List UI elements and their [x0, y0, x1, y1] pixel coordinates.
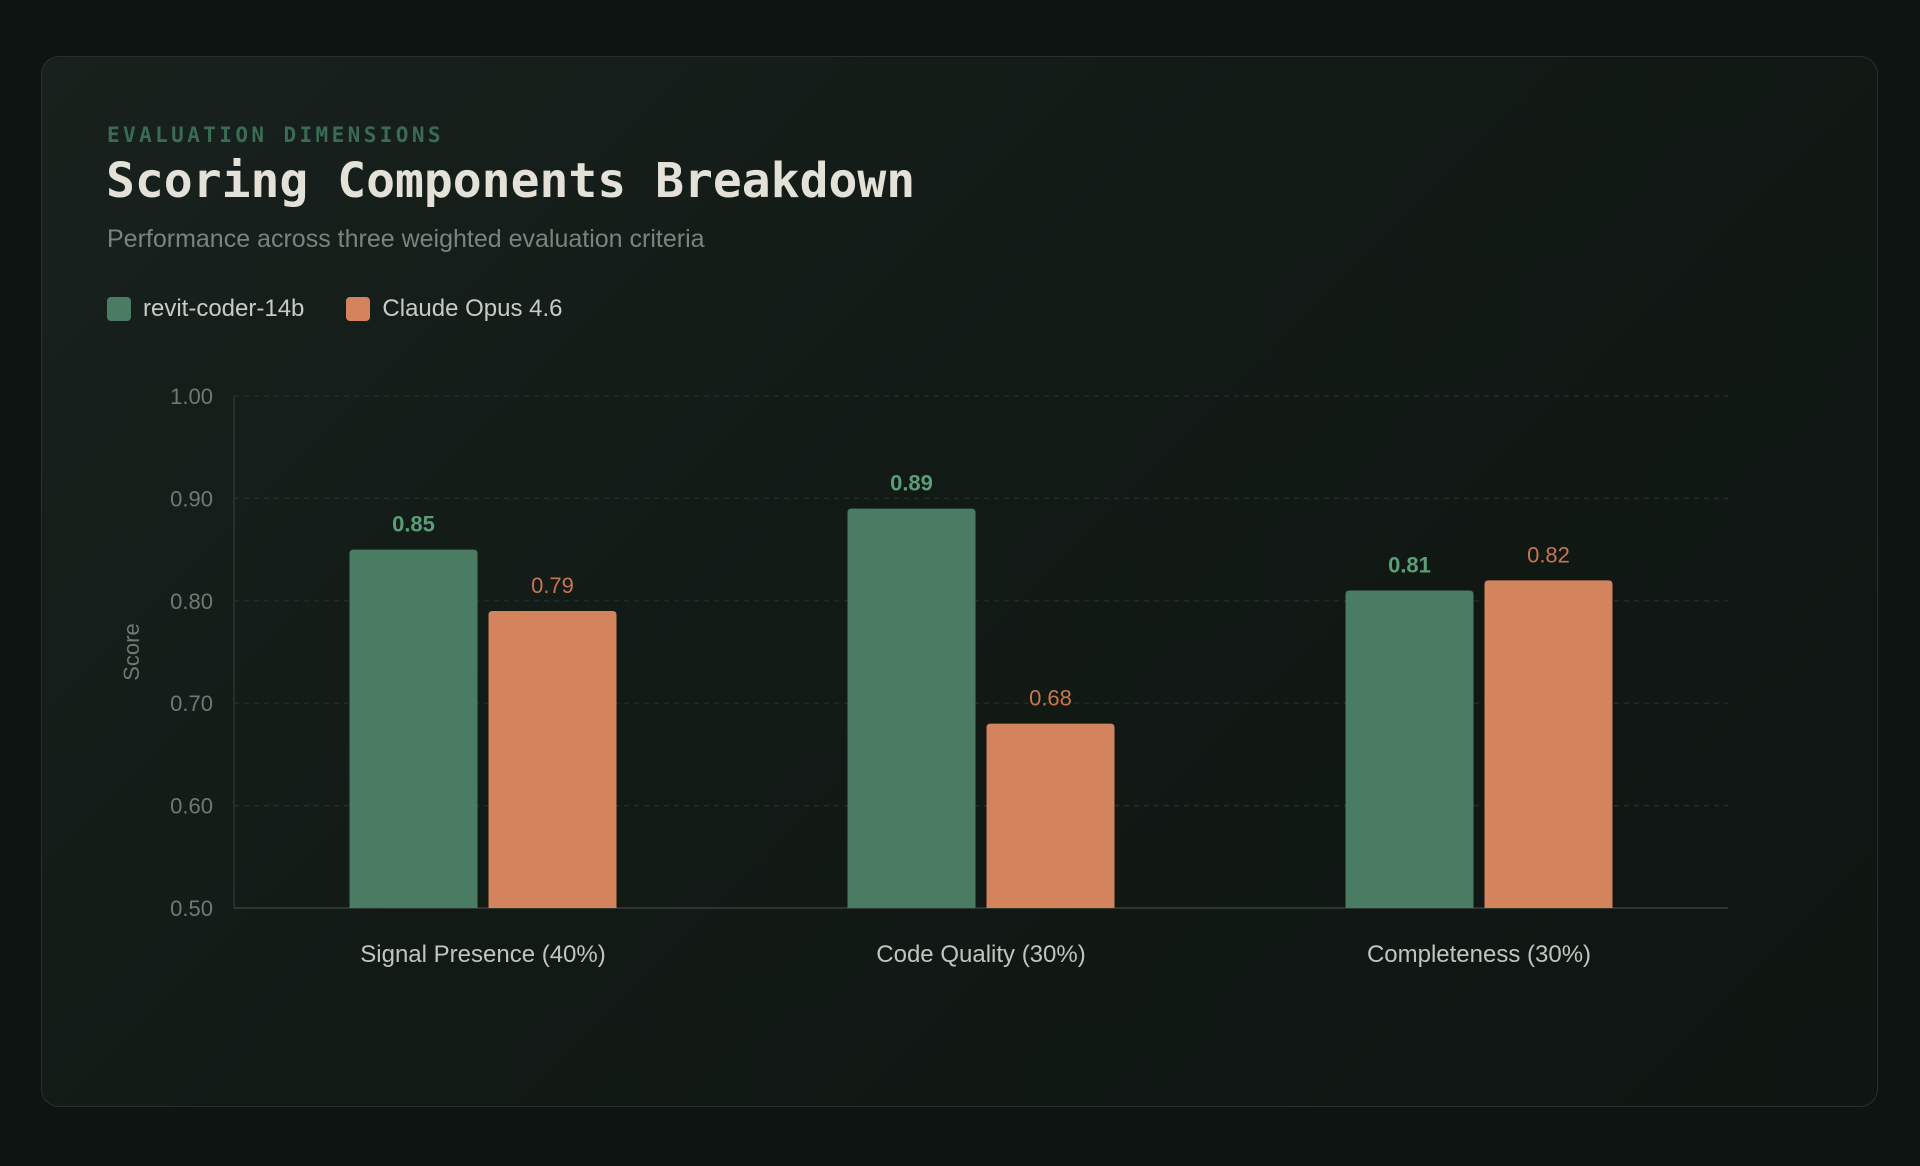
y-tick-label: 1.00 — [170, 384, 213, 409]
legend-item-claude-opus: Claude Opus 4.6 — [346, 295, 563, 323]
chart-subtitle: Performance across three weighted evalua… — [107, 225, 705, 253]
bar — [488, 611, 617, 908]
data-label: 0.81 — [1388, 553, 1431, 578]
bar — [349, 549, 478, 908]
y-tick-label: 0.60 — [170, 794, 213, 819]
data-label: 0.89 — [890, 471, 933, 496]
y-tick-label: 0.50 — [170, 896, 213, 921]
x-category-label: Code Quality (30%) — [876, 941, 1085, 968]
y-tick-label: 0.90 — [170, 486, 213, 511]
chart-title: Scoring Components Breakdown — [106, 153, 916, 209]
legend-item-revit-coder: revit-coder-14b — [107, 295, 304, 323]
legend-swatch-claude-opus — [346, 297, 371, 321]
bar — [986, 723, 1115, 908]
legend-label-revit-coder: revit-coder-14b — [143, 295, 305, 322]
eyebrow-label: EVALUATION DIMENSIONS — [107, 123, 444, 147]
x-category-label: Signal Presence (40%) — [360, 941, 605, 968]
legend-label-claude-opus: Claude Opus 4.6 — [382, 295, 563, 322]
bar — [847, 508, 976, 908]
x-category-label: Completeness (30%) — [1367, 941, 1591, 968]
data-label: 0.85 — [392, 512, 435, 537]
data-label: 0.68 — [1029, 686, 1072, 711]
bar — [1484, 580, 1613, 908]
y-axis-title: Score — [119, 623, 144, 680]
data-label: 0.79 — [531, 573, 574, 598]
data-label: 0.82 — [1527, 542, 1570, 567]
legend: revit-coder-14b Claude Opus 4.6 — [107, 295, 605, 323]
y-tick-label: 0.70 — [170, 691, 213, 716]
y-tick-label: 0.80 — [170, 589, 213, 614]
legend-swatch-revit-coder — [107, 297, 131, 321]
bar — [1345, 590, 1474, 908]
